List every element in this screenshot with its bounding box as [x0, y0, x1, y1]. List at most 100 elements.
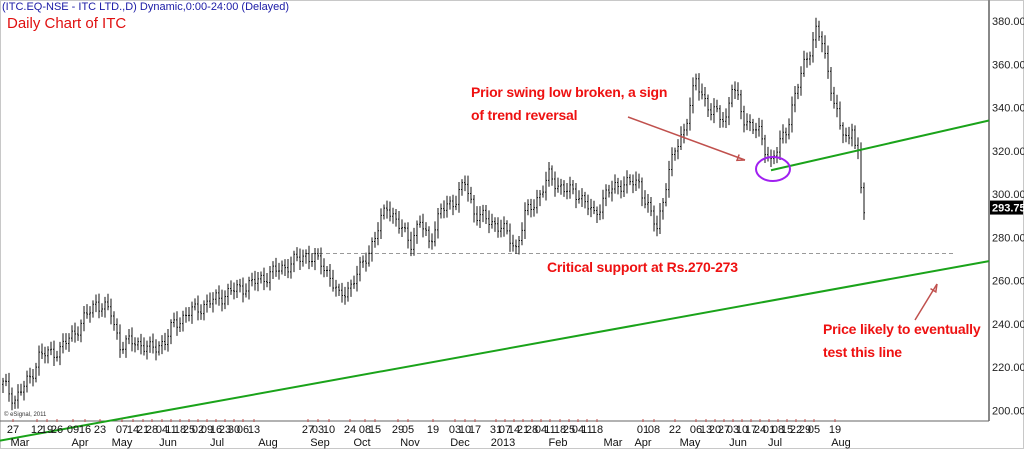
last-price-box	[990, 200, 1023, 215]
x-day-label: 13	[700, 424, 712, 436]
x-month-label: Apr	[71, 437, 88, 449]
y-tick-label: 240.00	[992, 319, 1024, 331]
y-tick-label: 280.00	[992, 232, 1024, 244]
x-day-label: 16	[79, 424, 91, 436]
x-day-label: 04	[535, 424, 547, 436]
x-day-label: 14	[127, 424, 139, 436]
x-day-label: 10	[323, 424, 335, 436]
x-day-label: 10	[736, 424, 748, 436]
y-tick-label: 200.00	[992, 405, 1024, 417]
x-month-label: Aug	[258, 437, 278, 449]
swing-low-arrow	[627, 116, 746, 161]
x-day-label: 04	[572, 424, 584, 436]
x-day-label: 28	[146, 424, 158, 436]
x-day-label: 19	[41, 424, 53, 436]
x-month-label: Apr	[634, 437, 651, 449]
x-day-label: 28	[526, 424, 538, 436]
annotation-test-line2: test this line	[823, 344, 902, 360]
x-month-label: Mar	[604, 437, 623, 449]
x-day-label: 16	[210, 424, 222, 436]
x-day-label: 01	[763, 424, 775, 436]
x-day-label: 13	[248, 424, 260, 436]
x-day-label: 20	[709, 424, 721, 436]
x-day-label: 02	[192, 424, 204, 436]
y-tick-label: 340.00	[992, 103, 1024, 115]
x-day-label: 08	[359, 424, 371, 436]
x-month-label: Jul	[210, 437, 224, 449]
x-month-label: Dec	[450, 437, 470, 449]
x-day-label: 06	[237, 424, 249, 436]
swing-low-trendline	[770, 119, 990, 172]
x-month-label: Feb	[549, 437, 568, 449]
x-month-label: Jun	[159, 437, 177, 449]
x-day-label: 24	[344, 424, 356, 436]
x-month-label: Oct	[353, 437, 370, 449]
x-day-label: 10	[459, 424, 471, 436]
x-day-label: 22	[669, 424, 681, 436]
x-day-label: 21	[137, 424, 149, 436]
x-month-label: Aug	[831, 437, 851, 449]
y-tick-label: 320.00	[992, 146, 1024, 158]
annotation-test-line: Price likely to eventually test this lin…	[823, 318, 981, 364]
y-tick-label: 220.00	[992, 362, 1024, 374]
x-day-label: 22	[790, 424, 802, 436]
x-day-label: 19	[829, 424, 841, 436]
x-day-label: 29	[392, 424, 404, 436]
trendline-arrow	[914, 283, 938, 321]
x-day-label: 21	[517, 424, 529, 436]
x-day-label: 27	[302, 424, 314, 436]
x-day-label: 05	[808, 424, 820, 436]
y-tick-label: 360.00	[992, 59, 1024, 71]
x-day-label: 18	[174, 424, 186, 436]
x-day-label: 17	[745, 424, 757, 436]
x-day-label: 14	[508, 424, 520, 436]
x-day-label: 26	[51, 424, 63, 436]
y-tick-label: 300.00	[992, 189, 1024, 201]
x-day-label: 25	[563, 424, 575, 436]
x-day-label: 27	[7, 424, 19, 436]
x-day-label: 11	[165, 424, 176, 436]
x-day-label: 27	[718, 424, 730, 436]
x-day-label: 31	[490, 424, 502, 436]
x-day-label: 08	[772, 424, 784, 436]
annotation-test-line1: Price likely to eventually	[823, 321, 981, 337]
last-price-label: 293.75	[992, 203, 1024, 215]
x-month-label: Mar	[11, 437, 30, 449]
x-month-label: Sep	[310, 437, 330, 449]
annotation-swing-low-line2: of trend reversal	[471, 107, 578, 123]
x-day-label: 07	[499, 424, 511, 436]
x-day-label: 29	[799, 424, 811, 436]
x-day-label: 25	[183, 424, 195, 436]
x-day-label: 03	[312, 424, 324, 436]
x-day-label: 12	[31, 424, 43, 436]
x-month-label: May	[112, 437, 133, 449]
x-day-label: 30	[228, 424, 240, 436]
symbol-header: (ITC.EQ-NSE - ITC LTD.,D) Dynamic,0:00-2…	[2, 1, 290, 13]
annotation-swing-low: Prior swing low broken, a sign of trend …	[471, 81, 667, 127]
x-month-label: 2013	[491, 437, 515, 449]
x-day-label: 03	[449, 424, 461, 436]
x-month-label: Jul	[768, 437, 782, 449]
x-day-label: 23	[94, 424, 106, 436]
x-day-label: 18	[591, 424, 603, 436]
annotation-swing-low-line1: Prior swing low broken, a sign	[471, 84, 668, 100]
x-day-label: 04	[156, 424, 168, 436]
x-day-label: 11	[581, 424, 592, 436]
x-day-label: 15	[369, 424, 381, 436]
y-tick-label: 380.00	[992, 16, 1024, 28]
x-day-label: 05	[402, 424, 414, 436]
x-day-label: 17	[469, 424, 481, 436]
x-day-label: 15	[781, 424, 793, 436]
x-day-label: 09	[201, 424, 213, 436]
x-day-label: 07	[116, 424, 128, 436]
annotation-support: Critical support at Rs.270-273	[547, 259, 738, 275]
y-tick-label: 260.00	[992, 276, 1024, 288]
x-day-label: 09	[67, 424, 79, 436]
copyright-text: © eSignal, 2011	[4, 412, 47, 418]
x-day-label: 03	[727, 424, 739, 436]
x-day-label: 19	[427, 424, 439, 436]
x-day-label: 11	[544, 424, 555, 436]
x-day-label: 08	[648, 424, 660, 436]
